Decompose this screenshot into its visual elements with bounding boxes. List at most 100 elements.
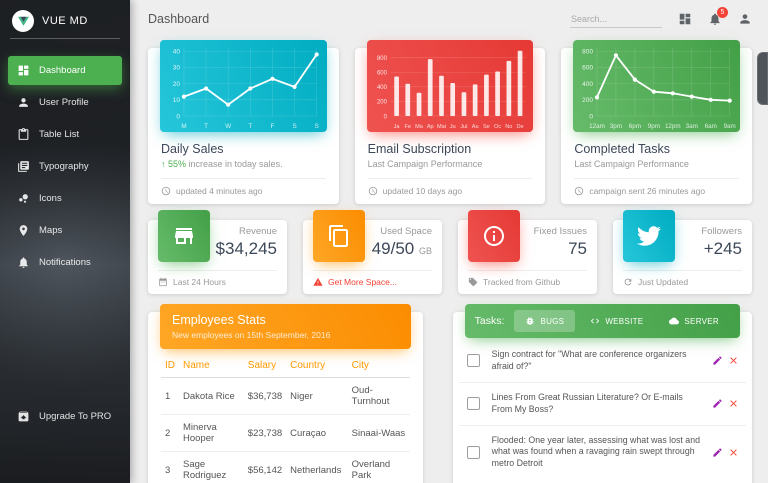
stat-text: Followers +245 bbox=[701, 220, 742, 262]
email-subscription-card: 0 200 400 600 800 Ja Fe Ma Ap Mai Ju Jul Au Se Oc No De E… bbox=[354, 40, 546, 204]
table-cell: Sage Rodriguez bbox=[179, 451, 244, 483]
table-cell: $36,738 bbox=[243, 377, 287, 415]
task-text: Sign contract for "What are conference o… bbox=[491, 349, 687, 371]
unarchive-icon bbox=[17, 410, 30, 423]
warning-icon bbox=[313, 277, 323, 287]
edit-pencil-icon[interactable] bbox=[710, 447, 726, 458]
svg-text:40: 40 bbox=[173, 49, 181, 56]
brand[interactable]: VUE MD bbox=[0, 0, 130, 41]
dashboard-content: 0 10 20 30 40 M T W T F S S Daily Sales ↑ 55% increas… bbox=[130, 38, 768, 483]
edit-pencil-icon[interactable] bbox=[710, 398, 726, 409]
svg-text:Mai: Mai bbox=[437, 124, 446, 130]
vue-logo-icon bbox=[12, 10, 34, 32]
bell-icon[interactable]: 5 bbox=[708, 7, 728, 26]
tab-label: SERVER bbox=[684, 316, 719, 326]
increase-text: ↑ 55% bbox=[161, 159, 187, 169]
sidebar-item-upgrade[interactable]: Upgrade To PRO bbox=[8, 402, 122, 431]
scrollbar-thumb[interactable] bbox=[757, 52, 768, 105]
top-bar: Dashboard 5 bbox=[130, 0, 768, 38]
revenue-card: Revenue $34,245 Last 24 Hours bbox=[148, 210, 287, 294]
svg-text:Jul: Jul bbox=[460, 124, 467, 130]
svg-text:Ju: Ju bbox=[449, 124, 455, 130]
sidebar-item-label: Table List bbox=[39, 129, 80, 140]
task-checkbox[interactable] bbox=[466, 397, 480, 411]
table-cell: 2 bbox=[161, 414, 179, 452]
svg-text:M: M bbox=[181, 123, 186, 130]
svg-text:400: 400 bbox=[377, 85, 388, 91]
card-footer: updated 4 minutes ago bbox=[161, 178, 326, 204]
svg-text:800: 800 bbox=[377, 56, 388, 62]
upgrade-label: Upgrade To PRO bbox=[39, 411, 112, 422]
table-cell: Netherlands bbox=[286, 451, 348, 483]
card-footer: updated 10 days ago bbox=[367, 178, 533, 204]
store-icon bbox=[158, 210, 210, 262]
svg-text:9pm: 9pm bbox=[648, 123, 660, 130]
twitter-icon bbox=[623, 210, 675, 262]
table-cell: 3 bbox=[161, 451, 179, 483]
completed-tasks-card: 0 200 400 600 800 12am 3pm 6pm 9pm 12pm 3am 6am 9am C… bbox=[561, 40, 752, 204]
table-cell: Sinaai-Waas bbox=[347, 414, 410, 452]
stat-label: Followers bbox=[701, 226, 742, 237]
table-cell: Dakota Rice bbox=[179, 377, 244, 415]
bell-icon bbox=[17, 256, 30, 269]
close-icon[interactable] bbox=[726, 447, 742, 458]
svg-text:800: 800 bbox=[582, 49, 593, 56]
typography-icon bbox=[17, 160, 30, 173]
tab-bugs[interactable]: BUGS bbox=[514, 310, 576, 332]
tag-icon bbox=[468, 277, 478, 287]
edit-pencil-icon[interactable] bbox=[710, 355, 726, 366]
footer-text: Just Updated bbox=[638, 277, 689, 287]
footer-text: updated 4 minutes ago bbox=[176, 186, 263, 196]
person-icon bbox=[17, 96, 30, 109]
task-checkbox[interactable] bbox=[466, 445, 480, 459]
task-text: Lines From Great Russian Literature? Or … bbox=[491, 391, 683, 414]
tasks-header: Tasks: BUGS WEBSITE SERVER bbox=[464, 304, 740, 338]
sidebar-item-icons[interactable]: Icons bbox=[8, 184, 122, 213]
dashboard-grid-icon[interactable] bbox=[678, 12, 692, 26]
table-cell: Niger bbox=[286, 377, 348, 415]
svg-text:S: S bbox=[315, 123, 319, 130]
sidebar-item-table-list[interactable]: Table List bbox=[8, 120, 122, 149]
svg-text:De: De bbox=[516, 124, 523, 130]
svg-text:No: No bbox=[505, 124, 512, 130]
tasks-title: Tasks: bbox=[474, 315, 505, 327]
svg-text:200: 200 bbox=[377, 100, 388, 106]
employees-stats-title: Employees Stats bbox=[172, 313, 266, 327]
footer-text: Tracked from Github bbox=[483, 277, 561, 287]
sidebar-item-maps[interactable]: Maps bbox=[8, 216, 122, 245]
table-cell: $23,738 bbox=[243, 414, 287, 452]
close-icon[interactable] bbox=[726, 355, 742, 366]
close-icon[interactable] bbox=[726, 398, 742, 409]
search-input[interactable] bbox=[570, 10, 662, 28]
stat-footer[interactable]: Get More Space... bbox=[313, 270, 432, 294]
map-pin-icon bbox=[17, 224, 30, 237]
card-title: Completed Tasks bbox=[574, 142, 670, 156]
bubble-chart-icon bbox=[17, 192, 30, 205]
daily-sales-card: 0 10 20 30 40 M T W T F S S Daily Sales ↑ 55% increas… bbox=[148, 40, 339, 204]
svg-text:10: 10 bbox=[173, 97, 181, 104]
svg-text:12pm: 12pm bbox=[665, 123, 681, 130]
table-row: 3 Sage Rodriguez $56,142 Netherlands Overlan… bbox=[161, 451, 410, 483]
column-header-name: Name bbox=[179, 353, 244, 378]
table-cell: Overland Park bbox=[347, 451, 410, 483]
employees-stats-card: Employees Stats New employees on 15th Se… bbox=[148, 304, 423, 483]
task-checkbox[interactable] bbox=[466, 354, 480, 368]
clock-icon bbox=[161, 186, 171, 196]
sidebar-item-user-profile[interactable]: User Profile bbox=[8, 88, 122, 117]
tab-server[interactable]: SERVER bbox=[658, 310, 730, 332]
sidebar-item-dashboard[interactable]: Dashboard bbox=[8, 56, 122, 85]
sidebar-item-typography[interactable]: Typography bbox=[8, 152, 122, 181]
svg-text:0: 0 bbox=[383, 114, 387, 120]
tasks-card: Tasks: BUGS WEBSITE SERVER Sign contract f… bbox=[452, 304, 752, 483]
sidebar-item-notifications[interactable]: Notifications bbox=[8, 248, 122, 277]
bottom-row: Employees Stats New employees on 15th Se… bbox=[148, 304, 752, 483]
followers-card: Followers +245 Just Updated bbox=[613, 210, 752, 294]
svg-text:T: T bbox=[204, 123, 208, 130]
svg-text:12am: 12am bbox=[589, 123, 605, 130]
person-icon[interactable] bbox=[738, 12, 752, 26]
cloud-icon bbox=[669, 316, 680, 326]
stat-text: Fixed Issues 75 bbox=[534, 220, 587, 262]
footer-text: Last 24 Hours bbox=[173, 277, 226, 287]
info-icon bbox=[468, 210, 520, 262]
tab-website[interactable]: WEBSITE bbox=[579, 310, 654, 332]
